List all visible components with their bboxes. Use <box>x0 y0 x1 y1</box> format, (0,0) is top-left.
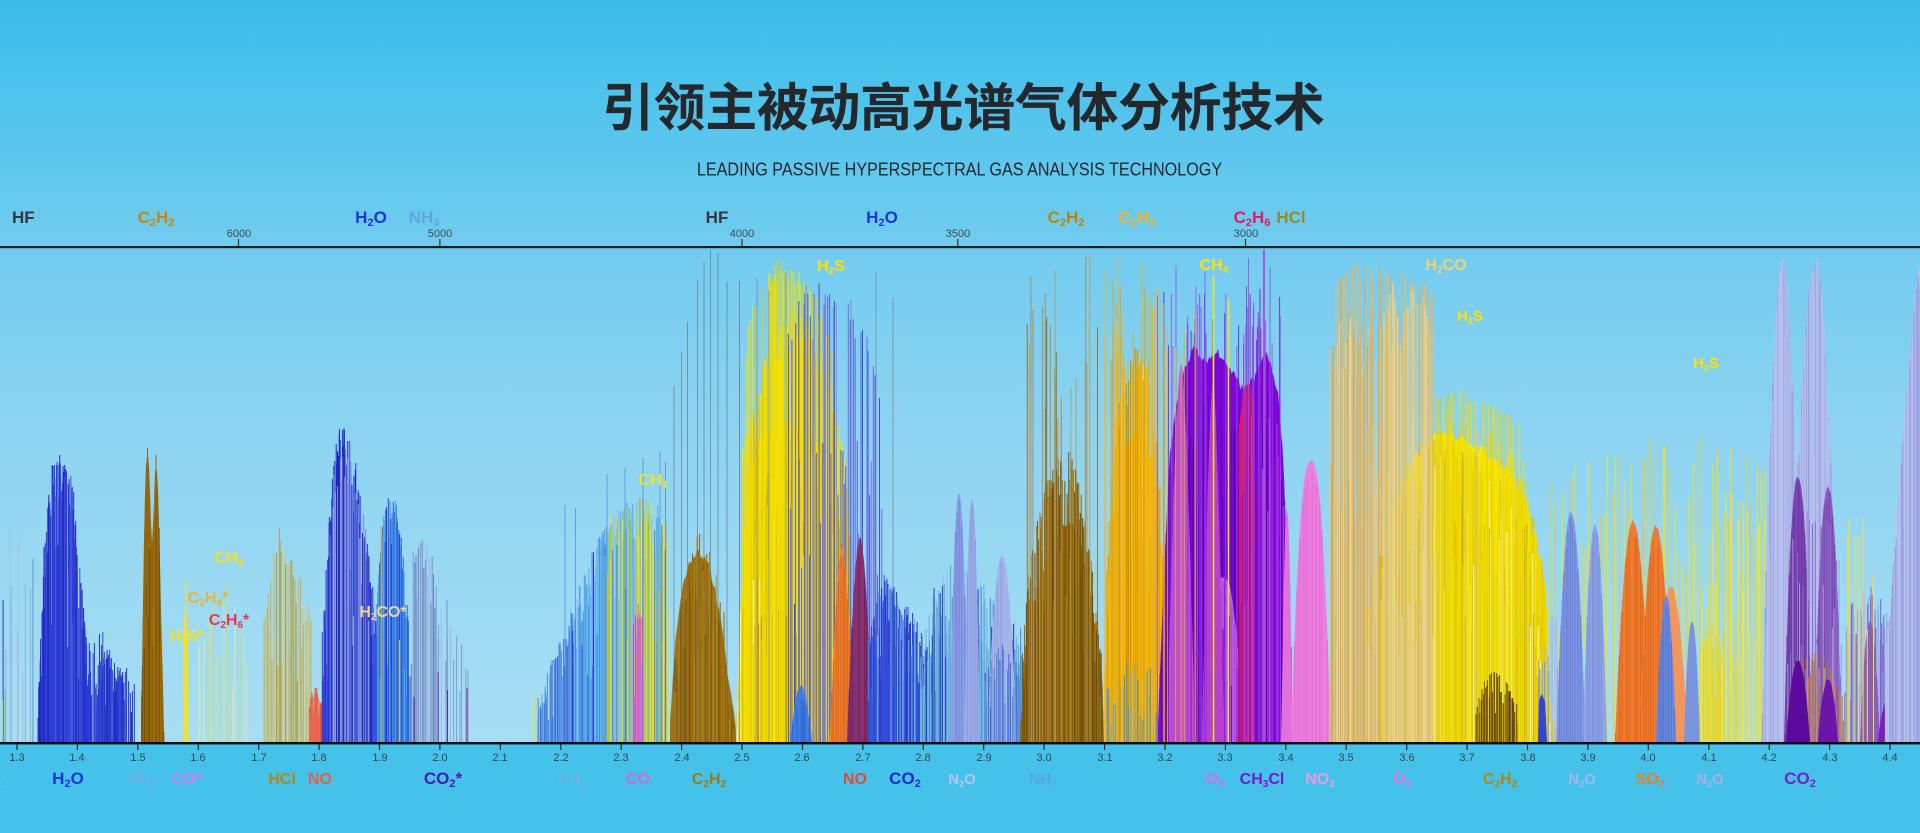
svg-text:1.6: 1.6 <box>190 752 205 764</box>
svg-text:CO*: CO* <box>172 771 203 788</box>
svg-text:4.1: 4.1 <box>1701 752 1716 764</box>
svg-text:NH3​: NH3​ <box>558 771 587 790</box>
svg-text:1.4: 1.4 <box>69 752 84 764</box>
svg-text:O2​: O2​ <box>0 771 1 789</box>
svg-text:H2​CO*: H2​CO* <box>359 604 407 623</box>
svg-text:HCl: HCl <box>1276 208 1305 227</box>
svg-text:HF: HF <box>12 208 35 227</box>
svg-text:2.6: 2.6 <box>794 752 809 764</box>
svg-text:H2​S: H2​S <box>1693 355 1719 373</box>
svg-text:4.2: 4.2 <box>1761 752 1776 764</box>
svg-text:NO: NO <box>308 771 332 788</box>
svg-text:6000: 6000 <box>227 228 251 240</box>
svg-text:C2​H2​: C2​H2​ <box>1483 771 1518 790</box>
svg-text:2.5: 2.5 <box>734 752 749 764</box>
svg-text:H2​O: H2​O <box>52 769 84 790</box>
svg-text:CH3​Cl: CH3​Cl <box>1240 771 1285 790</box>
svg-text:C2​H6​*: C2​H6​* <box>209 612 250 631</box>
svg-text:2.0: 2.0 <box>432 752 447 764</box>
svg-text:3.5: 3.5 <box>1338 752 1353 764</box>
svg-text:CO2​*: CO2​* <box>424 769 463 790</box>
svg-text:3500: 3500 <box>946 228 970 240</box>
svg-text:C2​H2​: C2​H2​ <box>138 208 175 229</box>
svg-text:1.5: 1.5 <box>130 752 145 764</box>
svg-text:NO2​: NO2​ <box>1305 771 1335 790</box>
svg-text:C2​H2​: C2​H2​ <box>1048 208 1085 229</box>
svg-text:HCl: HCl <box>268 771 296 788</box>
svg-text:N2​O: N2​O <box>1568 771 1596 789</box>
svg-text:CO: CO <box>626 771 650 788</box>
svg-text:CH4​: CH4​ <box>639 472 668 491</box>
svg-text:NH3​*: NH3​* <box>128 771 164 790</box>
svg-text:1.7: 1.7 <box>251 752 266 764</box>
svg-text:NH3​: NH3​ <box>1029 771 1058 790</box>
svg-text:CO2​: CO2​ <box>889 769 921 790</box>
svg-text:2.3: 2.3 <box>613 752 628 764</box>
svg-text:C2​H4​*: C2​H4​* <box>188 590 229 609</box>
svg-text:H2​S: H2​S <box>1457 308 1483 326</box>
svg-text:3.8: 3.8 <box>1520 752 1535 764</box>
svg-text:2.2: 2.2 <box>553 752 568 764</box>
svg-text:1.3: 1.3 <box>9 752 24 764</box>
svg-text:3.2: 3.2 <box>1157 752 1172 764</box>
svg-text:3.4: 3.4 <box>1278 752 1293 764</box>
svg-text:2.7: 2.7 <box>855 752 870 764</box>
svg-text:SO2​: SO2​ <box>1636 771 1665 790</box>
svg-text:NO: NO <box>843 771 867 788</box>
svg-text:H2​CO: H2​CO <box>1425 257 1466 276</box>
svg-text:3000: 3000 <box>1234 228 1258 240</box>
svg-text:2.1: 2.1 <box>492 752 507 764</box>
svg-text:2.4: 2.4 <box>674 752 689 764</box>
svg-text:LEADING PASSIVE HYPERSPECTRAL: LEADING PASSIVE HYPERSPECTRAL GAS ANALYS… <box>697 158 1223 179</box>
svg-text:C2​H2​: C2​H2​ <box>692 771 727 790</box>
svg-text:4.3: 4.3 <box>1822 752 1837 764</box>
svg-text:NH3​: NH3​ <box>409 208 440 229</box>
svg-text:2.9: 2.9 <box>976 752 991 764</box>
svg-text:4.0: 4.0 <box>1640 752 1655 764</box>
svg-text:3.1: 3.1 <box>1097 752 1112 764</box>
svg-text:H2​S: H2​S <box>817 258 845 277</box>
svg-text:2.8: 2.8 <box>915 752 930 764</box>
svg-text:3.7: 3.7 <box>1459 752 1474 764</box>
svg-text:N2​O: N2​O <box>1696 771 1724 789</box>
svg-text:H2​S*: H2​S* <box>170 628 205 647</box>
svg-text:3.0: 3.0 <box>1036 752 1051 764</box>
svg-text:CH4​: CH4​ <box>1200 257 1229 276</box>
svg-text:O3​: O3​ <box>1206 771 1224 790</box>
svg-text:CO2​: CO2​ <box>1784 769 1816 790</box>
svg-text:H2​O: H2​O <box>355 208 387 229</box>
svg-text:C2​H6​: C2​H6​ <box>1234 208 1271 229</box>
svg-text:4000: 4000 <box>730 228 754 240</box>
svg-text:1.9: 1.9 <box>372 752 387 764</box>
svg-text:N2​O: N2​O <box>948 771 976 789</box>
svg-text:CH4​: CH4​ <box>215 550 244 569</box>
svg-text:4.4: 4.4 <box>1882 752 1897 764</box>
svg-text:3.9: 3.9 <box>1580 752 1595 764</box>
svg-text:O3​: O3​ <box>1393 771 1411 790</box>
svg-text:3.3: 3.3 <box>1217 752 1232 764</box>
svg-text:HF: HF <box>706 208 729 227</box>
svg-text:H2​O: H2​O <box>866 208 898 229</box>
svg-text:1.8: 1.8 <box>311 752 326 764</box>
svg-text:3.6: 3.6 <box>1399 752 1414 764</box>
svg-text:5000: 5000 <box>428 228 452 240</box>
svg-text:C2​H4​: C2​H4​ <box>1119 208 1157 229</box>
